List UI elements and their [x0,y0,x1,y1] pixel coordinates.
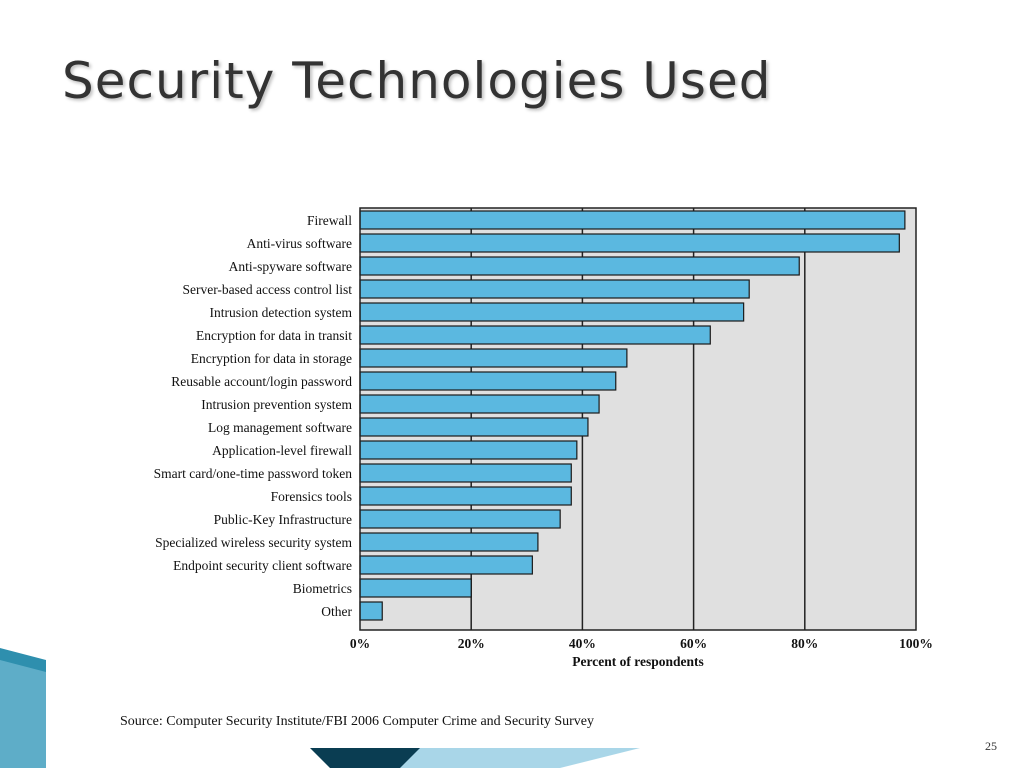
category-label: Endpoint security client software [173,558,352,573]
bottom-stripe-light [400,748,640,768]
bar [359,371,617,391]
bottom-stripe-dark [310,748,470,768]
category-label: Firewall [307,213,352,228]
category-label: Encryption for data in transit [196,328,352,343]
bar [359,302,745,322]
x-tick-labels: 0% 20% 40% 60% 80% 100% [350,636,933,651]
category-label: Biometrics [293,581,352,596]
bar [359,555,533,575]
category-label: Anti-spyware software [229,259,352,274]
category-label: Other [321,604,352,619]
x-tick-label: 0% [350,636,370,651]
bar [359,486,572,506]
category-label: Reusable account/login password [171,374,352,389]
category-label: Intrusion detection system [210,305,353,320]
bar [359,578,472,598]
x-tick-label: 60% [680,636,707,651]
category-label: Encryption for data in storage [191,351,352,366]
plot-frame [359,207,917,631]
bar [359,509,561,529]
bar [359,463,572,483]
corner-decoration-light [0,660,46,768]
slide-title: Security Technologies Used [62,52,772,110]
bar [359,417,589,437]
page-number: 25 [985,739,997,753]
bar [359,279,750,299]
category-label: Server-based access control list [182,282,352,297]
category-label: Forensics tools [271,489,352,504]
bar [359,348,628,368]
bar [359,325,711,345]
category-label: Smart card/one-time password token [154,466,353,481]
bar [359,233,900,253]
x-axis-title: Percent of respondents [572,654,704,669]
category-label: Intrusion prevention system [201,397,352,412]
bars [359,210,906,621]
x-tick-label: 40% [569,636,596,651]
category-label: Log management software [208,420,352,435]
bar [359,601,383,621]
category-label: Public-Key Infrastructure [214,512,352,527]
x-tick-label: 100% [899,636,933,651]
x-tick-label: 80% [791,636,818,651]
category-labels: Firewall Anti-virus software Anti-spyware … [154,213,353,619]
bar-chart: Firewall Anti-virus software Anti-spyware … [154,207,933,669]
category-label: Application-level firewall [212,443,352,458]
source-note: Source: Computer Security Institute/FBI … [120,714,594,729]
bar [359,532,539,552]
category-label: Specialized wireless security system [155,535,352,550]
bar [359,440,578,460]
bar [359,210,906,230]
category-label: Anti-virus software [247,236,352,251]
x-tick-label: 20% [458,636,485,651]
bar [359,394,600,414]
bar [359,256,800,276]
